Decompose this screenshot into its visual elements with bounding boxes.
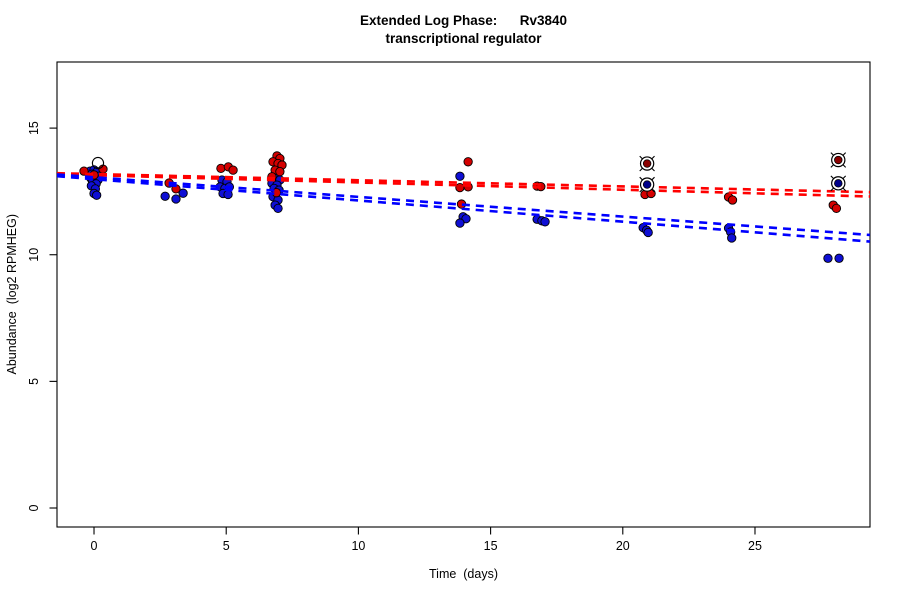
data-point-red-condition (463, 157, 473, 167)
circled-marker-center (834, 155, 843, 165)
chart-title-line1: Extended Log Phase: Rv3840 (359, 13, 568, 28)
data-point-blue-condition (643, 227, 653, 238)
plot-box (56, 61, 871, 528)
x-axis-tick-label: 10 (351, 539, 365, 553)
x-axis-tick-label: 25 (748, 539, 762, 553)
y-axis-tick-label: 0 (27, 504, 41, 511)
data-point-red-condition (216, 163, 226, 174)
data-point-red-condition (831, 203, 842, 214)
x-axis-tick-label: 20 (616, 539, 630, 553)
y-axis-tick-label: 10 (27, 248, 41, 262)
y-axis-tick-label: 15 (27, 121, 41, 135)
circled-marker-center (834, 179, 843, 188)
circled-marker-center (642, 180, 652, 189)
blue-trend-line (56, 174, 871, 243)
red-trend-line (56, 172, 871, 198)
blue-trend-line (56, 173, 871, 237)
data-point-blue-condition (540, 217, 550, 227)
open-circle-marker (91, 156, 105, 170)
data-point-blue-condition (223, 189, 233, 200)
x-axis-tick-label: 0 (91, 539, 98, 553)
chart-title: Extended Log Phase: Rv3840 transcription… (57, 12, 870, 48)
data-point-red-condition (228, 165, 238, 175)
chart-title-line2: transcriptional regulator (385, 31, 542, 46)
red-trend-line (56, 171, 871, 194)
y-axis-tick-label: 5 (27, 378, 41, 385)
data-point-blue-condition (455, 218, 465, 228)
data-point-blue-condition (171, 194, 181, 204)
data-point-blue-condition (823, 253, 833, 263)
data-point-red-condition (727, 195, 738, 205)
data-point-blue-condition (455, 171, 465, 181)
data-point-blue-condition (834, 253, 844, 263)
x-axis-label: Time (days) (429, 567, 498, 581)
circled-marker-center (642, 159, 652, 168)
data-point-blue-condition (727, 233, 737, 243)
x-axis-tick-label: 5 (223, 539, 230, 553)
data-point-blue-condition (92, 190, 102, 200)
data-point-blue-condition (273, 203, 283, 214)
data-point-blue-condition (160, 191, 170, 201)
data-point-blue-condition (178, 188, 188, 198)
data-point-red-condition (275, 167, 285, 177)
x-axis-tick-label: 15 (484, 539, 498, 553)
